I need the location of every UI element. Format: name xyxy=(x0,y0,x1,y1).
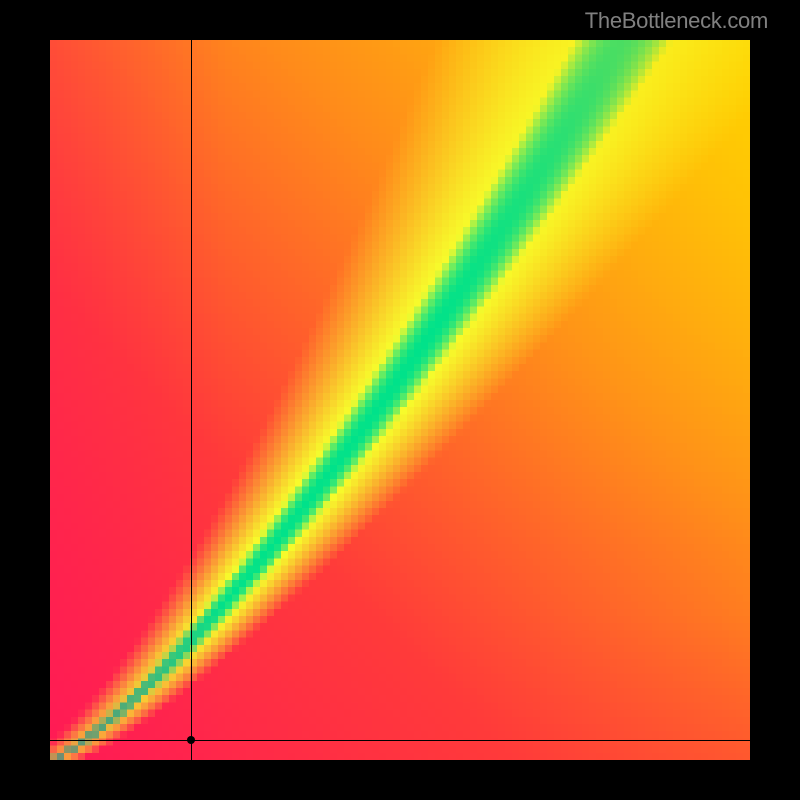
crosshair-marker-dot xyxy=(187,736,195,744)
crosshair-vertical xyxy=(191,40,192,760)
bottleneck-heatmap xyxy=(50,40,750,760)
crosshair-horizontal xyxy=(50,740,750,741)
attribution-text: TheBottleneck.com xyxy=(585,8,768,34)
chart-container: TheBottleneck.com xyxy=(0,0,800,800)
plot-area xyxy=(50,40,750,760)
